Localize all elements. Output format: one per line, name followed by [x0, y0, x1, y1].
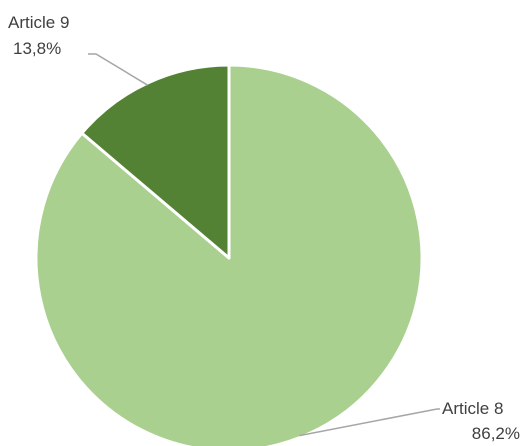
pie-slices [36, 65, 422, 446]
label-article-8-value: 86,2% [472, 424, 520, 443]
label-article-8-name: Article 8 [442, 399, 503, 418]
leader-line-article-9 [88, 54, 148, 85]
label-article-9-value: 13,8% [13, 39, 61, 58]
label-article-9-name: Article 9 [8, 13, 69, 32]
